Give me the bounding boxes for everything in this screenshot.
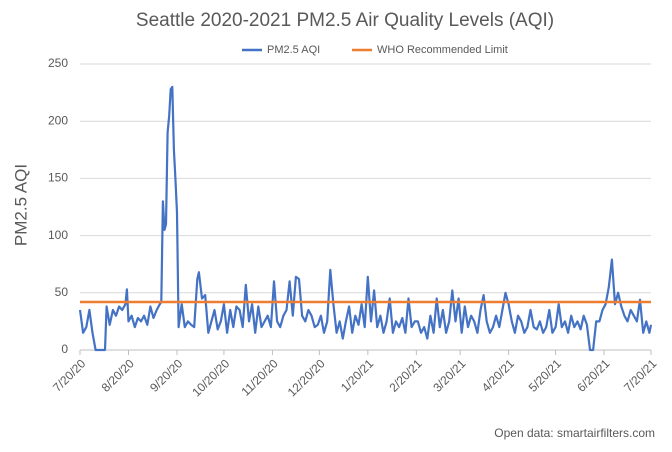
legend-label: WHO Recommended Limit xyxy=(377,44,508,56)
x-tick-label: 9/20/20 xyxy=(147,356,185,394)
x-tick-label: 10/20/20 xyxy=(189,356,232,399)
x-tick-label: 8/20/20 xyxy=(99,356,137,394)
x-tick-label: 2/20/21 xyxy=(386,356,424,394)
x-tick-label: 6/20/21 xyxy=(574,356,612,394)
y-axis-label: PM2.5 AQI xyxy=(11,164,30,246)
legend-label: PM2.5 AQI xyxy=(267,44,320,56)
x-tick-label: 3/20/21 xyxy=(430,356,468,394)
x-tick-label: 1/20/21 xyxy=(338,356,376,394)
x-tick-label: 12/20/20 xyxy=(285,356,328,399)
x-tick-label: 4/20/21 xyxy=(479,356,517,394)
x-tick-label: 7/20/21 xyxy=(621,356,659,394)
chart-title: Seattle 2020-2021 PM2.5 Air Quality Leve… xyxy=(136,10,554,31)
y-tick-label: 100 xyxy=(48,228,68,242)
source-note: Open data: smartairfilters.com xyxy=(494,426,655,440)
y-tick-label: 0 xyxy=(61,342,68,356)
x-tick-label: 11/20/20 xyxy=(238,356,281,399)
y-tick-label: 250 xyxy=(48,56,68,70)
line-series xyxy=(78,85,653,352)
x-tick-label: 5/20/21 xyxy=(526,356,564,394)
y-tick-label: 200 xyxy=(48,113,68,127)
x-tick-label: 7/20/20 xyxy=(50,356,88,394)
y-tick-label: 50 xyxy=(55,285,69,299)
y-tick-label: 150 xyxy=(48,171,68,185)
